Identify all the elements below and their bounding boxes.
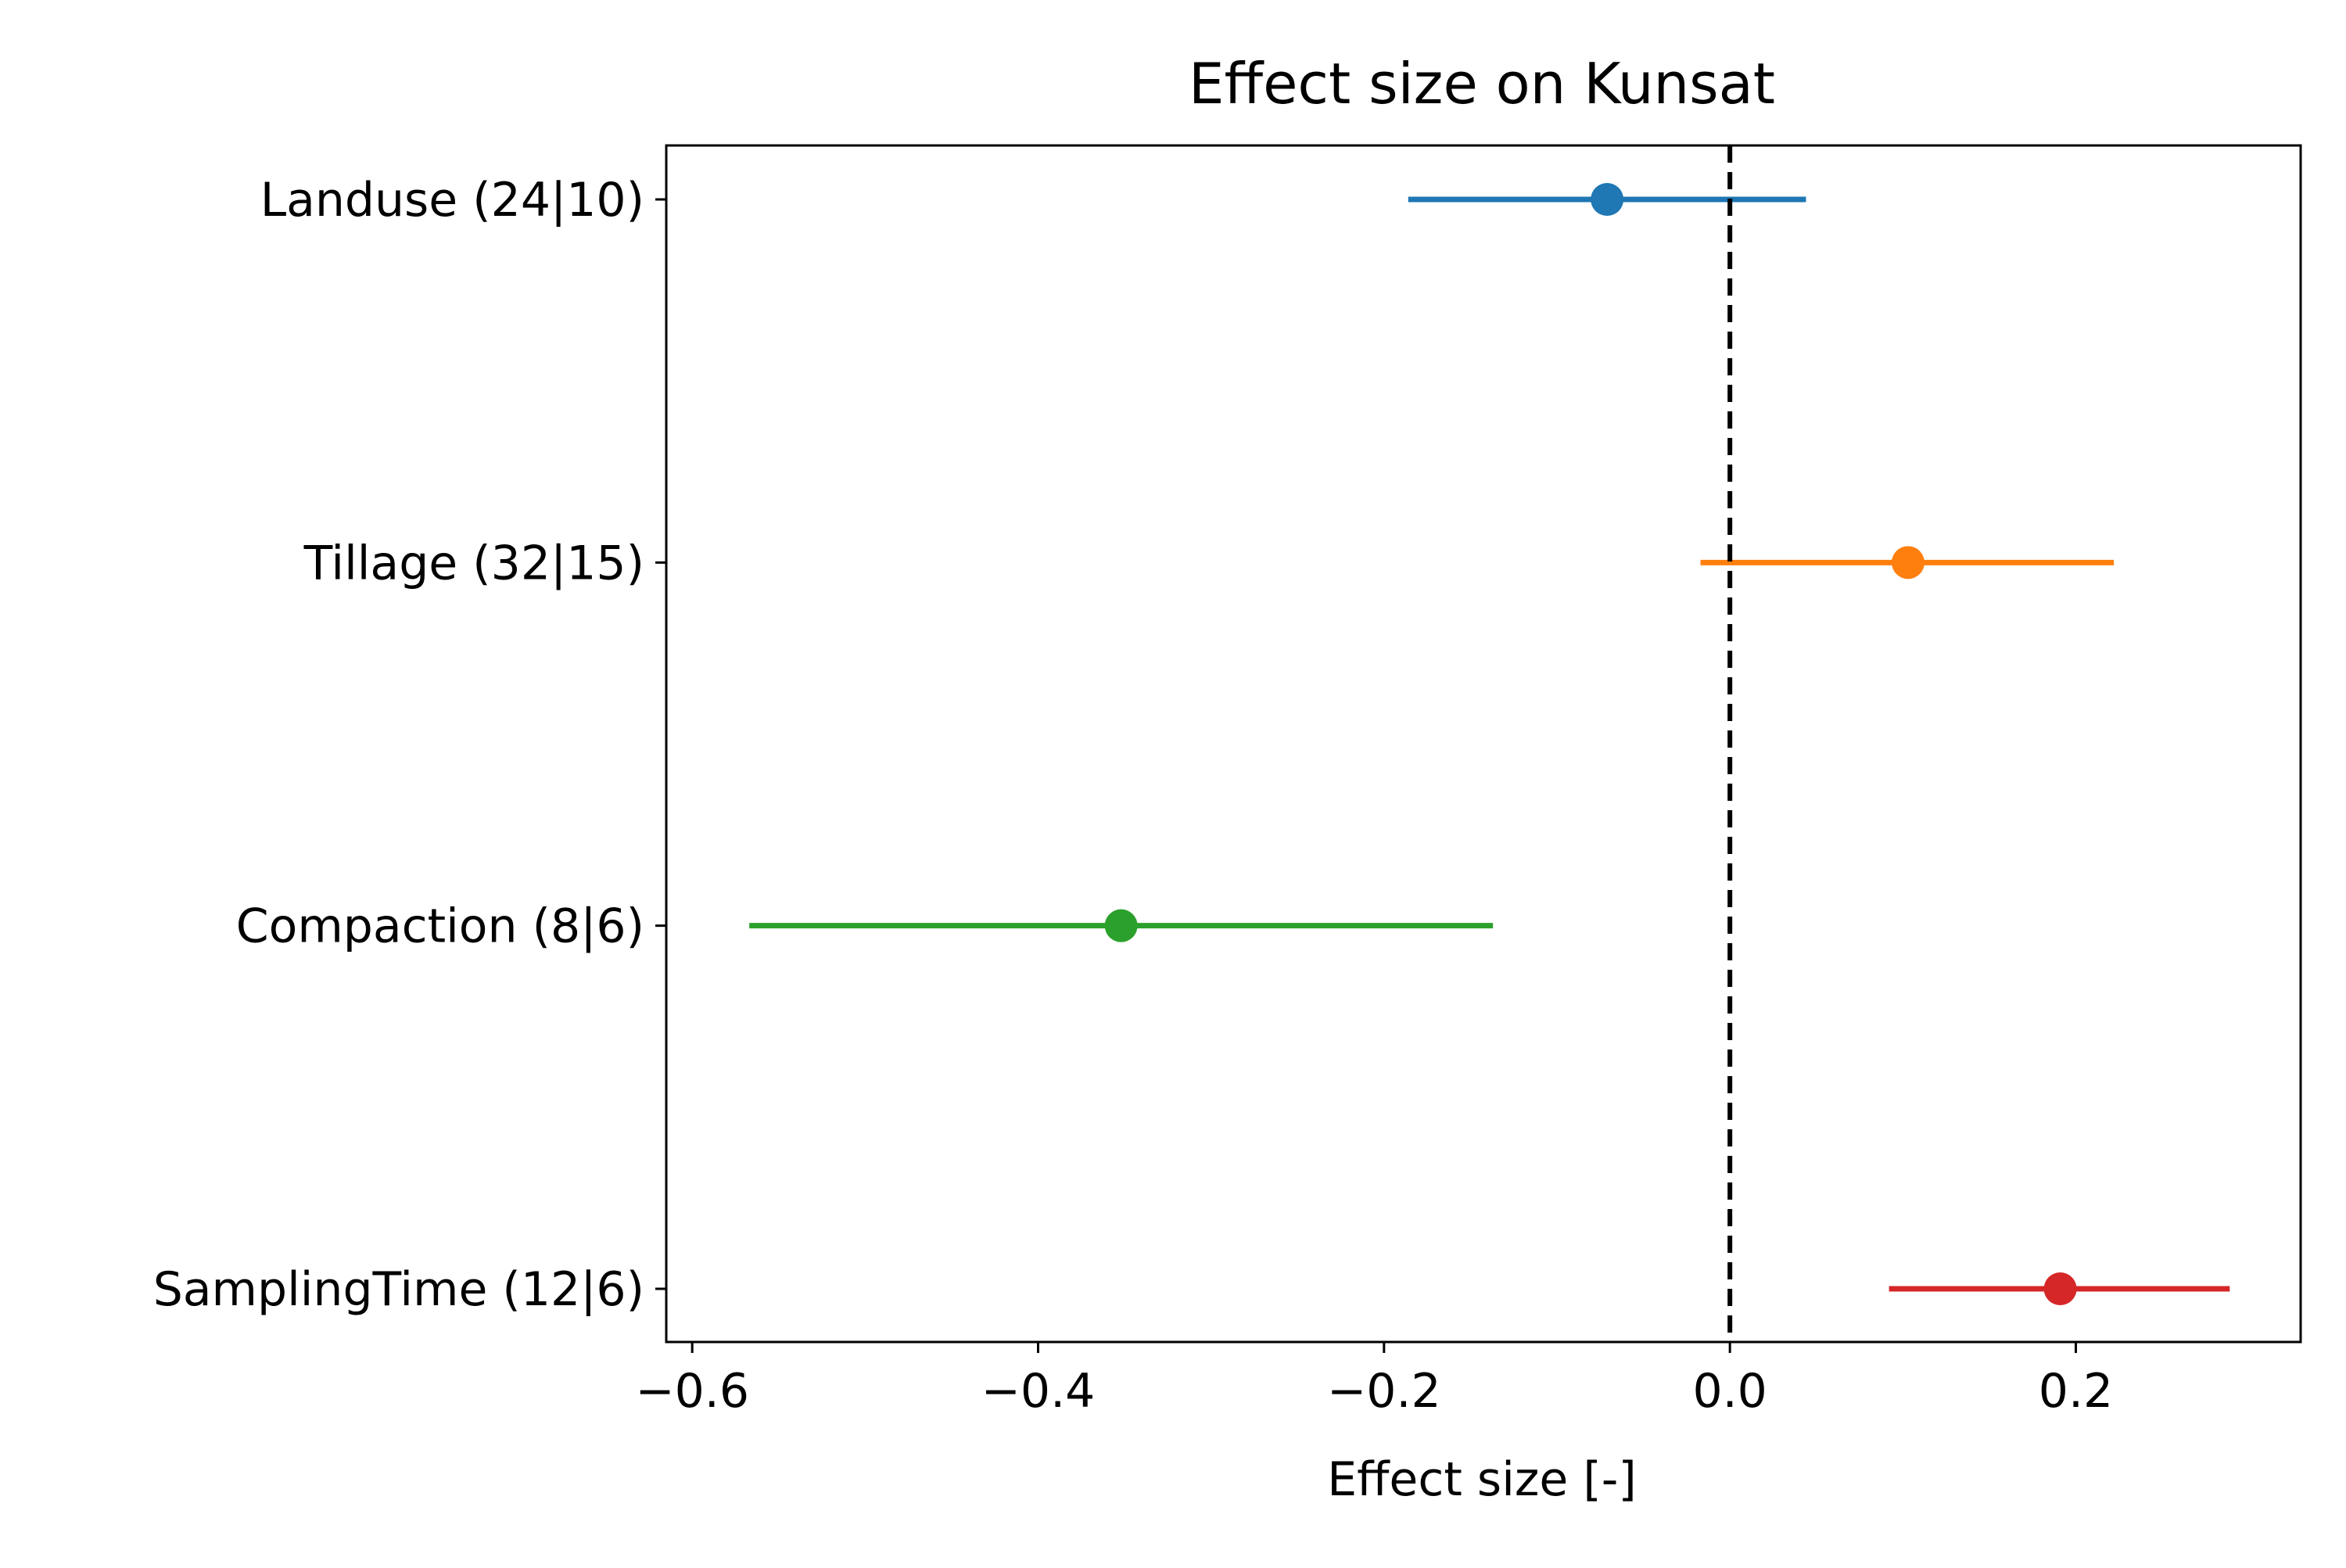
- estimate-point-1: [1891, 546, 1925, 579]
- estimate-point-3: [2043, 1272, 2077, 1305]
- chart-title: Effect size on Kunsat: [1189, 51, 1775, 117]
- x-tick-label-0: −0.6: [635, 1364, 749, 1419]
- estimate-point-0: [1591, 183, 1624, 216]
- estimate-point-2: [1104, 909, 1138, 942]
- x-tick-label-1: −0.4: [981, 1364, 1096, 1419]
- y-tick-label-2: Compaction (8|6): [236, 899, 644, 954]
- x-axis-label: Effect size [-]: [1327, 1452, 1637, 1507]
- y-tick-label-0: Landuse (24|10): [260, 173, 644, 228]
- y-tick-label-3: SamplingTime (12|6): [153, 1262, 644, 1317]
- x-tick-label-2: −0.2: [1327, 1364, 1441, 1419]
- plot-area: Landuse (24|10) Tillage (32|15) Compaction…: [153, 144, 2302, 1419]
- plot-frame: [665, 144, 2302, 1344]
- x-tick-label-3: 0.0: [1692, 1364, 1767, 1419]
- y-tick-label-1: Tillage (32|15): [303, 536, 644, 590]
- x-tick-label-4: 0.2: [2039, 1364, 2113, 1419]
